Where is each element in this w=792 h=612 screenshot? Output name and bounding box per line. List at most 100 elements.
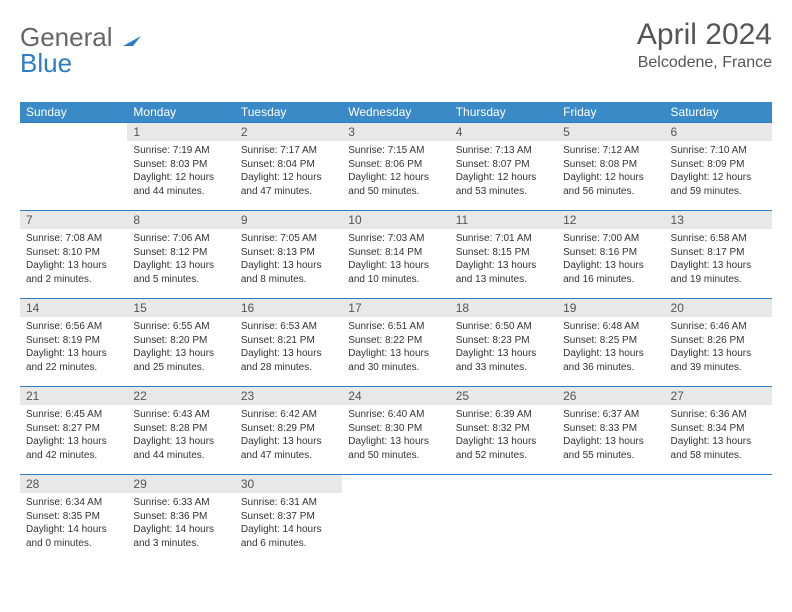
day-body: Sunrise: 6:46 AMSunset: 8:26 PMDaylight:… (665, 317, 772, 377)
calendar-cell: 26Sunrise: 6:37 AMSunset: 8:33 PMDayligh… (557, 387, 664, 475)
day-body: Sunrise: 7:17 AMSunset: 8:04 PMDaylight:… (235, 141, 342, 201)
day-number: 19 (557, 299, 664, 317)
calendar-cell (665, 475, 772, 563)
day-body: Sunrise: 6:39 AMSunset: 8:32 PMDaylight:… (450, 405, 557, 465)
day-number: 11 (450, 211, 557, 229)
day-body: Sunrise: 7:08 AMSunset: 8:10 PMDaylight:… (20, 229, 127, 289)
day-number: 4 (450, 123, 557, 141)
calendar-cell: 13Sunrise: 6:58 AMSunset: 8:17 PMDayligh… (665, 211, 772, 299)
day-number: 1 (127, 123, 234, 141)
day-number: 2 (235, 123, 342, 141)
day-body: Sunrise: 6:37 AMSunset: 8:33 PMDaylight:… (557, 405, 664, 465)
calendar-cell (20, 123, 127, 211)
day-number: 3 (342, 123, 449, 141)
title-block: April 2024 Belcodene, France (637, 18, 772, 72)
calendar-cell: 7Sunrise: 7:08 AMSunset: 8:10 PMDaylight… (20, 211, 127, 299)
day-number: 29 (127, 475, 234, 493)
day-number: 24 (342, 387, 449, 405)
day-body: Sunrise: 7:00 AMSunset: 8:16 PMDaylight:… (557, 229, 664, 289)
day-number (450, 475, 557, 493)
day-number: 7 (20, 211, 127, 229)
logo-text-general-copy: General (20, 22, 113, 52)
day-body: Sunrise: 6:51 AMSunset: 8:22 PMDaylight:… (342, 317, 449, 377)
calendar-body: 1Sunrise: 7:19 AMSunset: 8:03 PMDaylight… (20, 123, 772, 563)
day-body: Sunrise: 7:05 AMSunset: 8:13 PMDaylight:… (235, 229, 342, 289)
day-number: 25 (450, 387, 557, 405)
weekday-header: Tuesday (235, 102, 342, 123)
calendar-cell: 11Sunrise: 7:01 AMSunset: 8:15 PMDayligh… (450, 211, 557, 299)
calendar-cell: 3Sunrise: 7:15 AMSunset: 8:06 PMDaylight… (342, 123, 449, 211)
day-body: Sunrise: 6:55 AMSunset: 8:20 PMDaylight:… (127, 317, 234, 377)
day-body: Sunrise: 6:33 AMSunset: 8:36 PMDaylight:… (127, 493, 234, 553)
day-body: Sunrise: 7:03 AMSunset: 8:14 PMDaylight:… (342, 229, 449, 289)
day-number: 27 (665, 387, 772, 405)
day-body: Sunrise: 6:53 AMSunset: 8:21 PMDaylight:… (235, 317, 342, 377)
day-number: 22 (127, 387, 234, 405)
calendar-row: 7Sunrise: 7:08 AMSunset: 8:10 PMDaylight… (20, 211, 772, 299)
day-number: 12 (557, 211, 664, 229)
day-number: 15 (127, 299, 234, 317)
calendar-row: 14Sunrise: 6:56 AMSunset: 8:19 PMDayligh… (20, 299, 772, 387)
calendar-row: 28Sunrise: 6:34 AMSunset: 8:35 PMDayligh… (20, 475, 772, 563)
day-number: 28 (20, 475, 127, 493)
day-body: Sunrise: 6:31 AMSunset: 8:37 PMDaylight:… (235, 493, 342, 553)
calendar-cell: 25Sunrise: 6:39 AMSunset: 8:32 PMDayligh… (450, 387, 557, 475)
day-number (20, 123, 127, 141)
day-body: Sunrise: 7:13 AMSunset: 8:07 PMDaylight:… (450, 141, 557, 201)
day-number (665, 475, 772, 493)
day-number: 17 (342, 299, 449, 317)
weekday-header: Sunday (20, 102, 127, 123)
calendar-cell: 10Sunrise: 7:03 AMSunset: 8:14 PMDayligh… (342, 211, 449, 299)
day-body: Sunrise: 6:36 AMSunset: 8:34 PMDaylight:… (665, 405, 772, 465)
day-number: 8 (127, 211, 234, 229)
day-number (557, 475, 664, 493)
logo-mark-icon-copy (119, 32, 141, 51)
weekday-header: Thursday (450, 102, 557, 123)
day-number: 18 (450, 299, 557, 317)
day-body: Sunrise: 7:19 AMSunset: 8:03 PMDaylight:… (127, 141, 234, 201)
day-body: Sunrise: 6:48 AMSunset: 8:25 PMDaylight:… (557, 317, 664, 377)
calendar-row: 21Sunrise: 6:45 AMSunset: 8:27 PMDayligh… (20, 387, 772, 475)
calendar-cell: 20Sunrise: 6:46 AMSunset: 8:26 PMDayligh… (665, 299, 772, 387)
month-title: April 2024 (637, 18, 772, 52)
day-body: Sunrise: 6:42 AMSunset: 8:29 PMDaylight:… (235, 405, 342, 465)
day-body: Sunrise: 7:12 AMSunset: 8:08 PMDaylight:… (557, 141, 664, 201)
calendar-cell: 12Sunrise: 7:00 AMSunset: 8:16 PMDayligh… (557, 211, 664, 299)
calendar-cell: 24Sunrise: 6:40 AMSunset: 8:30 PMDayligh… (342, 387, 449, 475)
calendar-cell: 27Sunrise: 6:36 AMSunset: 8:34 PMDayligh… (665, 387, 772, 475)
day-number: 9 (235, 211, 342, 229)
day-number: 5 (557, 123, 664, 141)
calendar-cell: 18Sunrise: 6:50 AMSunset: 8:23 PMDayligh… (450, 299, 557, 387)
day-number: 26 (557, 387, 664, 405)
day-body: Sunrise: 6:34 AMSunset: 8:35 PMDaylight:… (20, 493, 127, 553)
calendar-cell (342, 475, 449, 563)
day-number: 10 (342, 211, 449, 229)
calendar-cell: 1Sunrise: 7:19 AMSunset: 8:03 PMDaylight… (127, 123, 234, 211)
day-body: Sunrise: 6:58 AMSunset: 8:17 PMDaylight:… (665, 229, 772, 289)
calendar-cell: 14Sunrise: 6:56 AMSunset: 8:19 PMDayligh… (20, 299, 127, 387)
day-number: 23 (235, 387, 342, 405)
calendar-cell: 28Sunrise: 6:34 AMSunset: 8:35 PMDayligh… (20, 475, 127, 563)
day-number: 13 (665, 211, 772, 229)
weekday-header: Saturday (665, 102, 772, 123)
day-body: Sunrise: 6:45 AMSunset: 8:27 PMDaylight:… (20, 405, 127, 465)
calendar-cell: 19Sunrise: 6:48 AMSunset: 8:25 PMDayligh… (557, 299, 664, 387)
calendar-header-row: SundayMondayTuesdayWednesdayThursdayFrid… (20, 102, 772, 123)
calendar-cell: 22Sunrise: 6:43 AMSunset: 8:28 PMDayligh… (127, 387, 234, 475)
calendar-cell: 5Sunrise: 7:12 AMSunset: 8:08 PMDaylight… (557, 123, 664, 211)
day-body: Sunrise: 6:43 AMSunset: 8:28 PMDaylight:… (127, 405, 234, 465)
day-body: Sunrise: 6:40 AMSunset: 8:30 PMDaylight:… (342, 405, 449, 465)
calendar-cell: 30Sunrise: 6:31 AMSunset: 8:37 PMDayligh… (235, 475, 342, 563)
day-number: 30 (235, 475, 342, 493)
calendar-cell: 16Sunrise: 6:53 AMSunset: 8:21 PMDayligh… (235, 299, 342, 387)
calendar-cell (450, 475, 557, 563)
day-body: Sunrise: 7:15 AMSunset: 8:06 PMDaylight:… (342, 141, 449, 201)
day-number: 21 (20, 387, 127, 405)
day-number: 16 (235, 299, 342, 317)
calendar-cell: 6Sunrise: 7:10 AMSunset: 8:09 PMDaylight… (665, 123, 772, 211)
calendar-cell: 15Sunrise: 6:55 AMSunset: 8:20 PMDayligh… (127, 299, 234, 387)
location: Belcodene, France (637, 54, 772, 72)
day-body: Sunrise: 7:06 AMSunset: 8:12 PMDaylight:… (127, 229, 234, 289)
calendar-cell: 2Sunrise: 7:17 AMSunset: 8:04 PMDaylight… (235, 123, 342, 211)
day-number (342, 475, 449, 493)
